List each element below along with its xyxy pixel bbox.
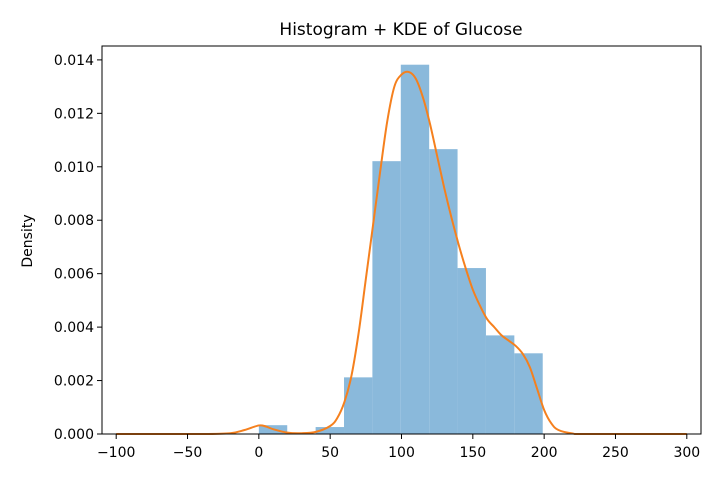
kde-curve-layer: [116, 70, 687, 436]
y-tick-label: 0.006: [54, 267, 94, 283]
y-axis-title: Density: [20, 214, 36, 267]
kde-line: [116, 70, 687, 436]
x-tick-label: 250: [602, 445, 629, 461]
y-tick-label: 0.004: [54, 320, 94, 336]
x-tick-label: 0: [254, 445, 263, 461]
x-tick-label: −50: [173, 445, 203, 461]
histogram-bar-6: [429, 149, 458, 435]
axes: −100 −50 0 50 100 150 200 250 300 0.000 0.002 0.004…: [54, 45, 702, 461]
y-tick-label: 0.008: [54, 213, 94, 229]
x-tick-label: 100: [388, 445, 415, 461]
histogram-bar-5: [400, 64, 430, 434]
y-tick-label: 0.012: [54, 106, 94, 122]
histogram-bar-4: [372, 161, 401, 435]
x-tick-label: 150: [459, 445, 486, 461]
x-tick-label: 300: [673, 445, 700, 461]
y-tick-label: 0.010: [54, 160, 94, 176]
y-tick-label: 0.000: [54, 427, 94, 443]
histogram-bar-7: [457, 268, 486, 434]
x-tick-label: −100: [97, 445, 135, 461]
x-tick-label: 50: [321, 445, 339, 461]
histogram-bar-8: [485, 335, 515, 434]
chart-title: Histogram + KDE of Glucose: [279, 20, 522, 40]
y-tick-label: 0.002: [54, 374, 94, 390]
y-tick-label: 0.014: [54, 53, 94, 69]
x-tick-label: 200: [531, 445, 558, 461]
histogram-bar-2: [315, 427, 345, 434]
histogram-bars: [258, 64, 543, 435]
